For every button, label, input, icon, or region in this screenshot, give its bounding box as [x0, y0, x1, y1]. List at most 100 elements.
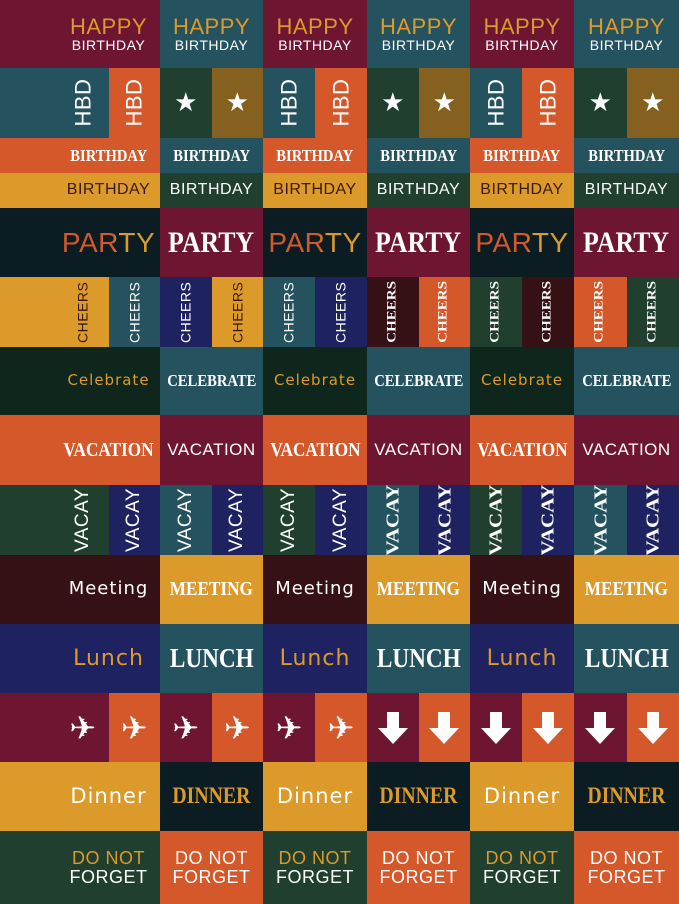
sticker[interactable]: MEETING [574, 555, 679, 624]
sticker[interactable] [367, 693, 470, 762]
sticker[interactable]: VACATION [470, 415, 574, 485]
sticker[interactable]: LUNCH [367, 624, 470, 693]
sticker-half[interactable]: VACAY [522, 485, 574, 555]
sticker[interactable]: HAPPY BIRTHDAY [0, 0, 160, 68]
sticker[interactable]: PARTY [574, 208, 679, 277]
sticker[interactable]: HBD HBD [263, 68, 367, 138]
sticker[interactable]: VACAY VACAY [263, 485, 367, 555]
sticker[interactable]: VACATION [367, 415, 470, 485]
sticker-half[interactable]: VACAY [315, 485, 367, 555]
sticker[interactable]: Meeting [263, 555, 367, 624]
sticker[interactable]: VACAY VACAY [574, 485, 679, 555]
sticker[interactable]: LUNCH [574, 624, 679, 693]
sticker-half[interactable] [418, 693, 470, 762]
sticker-half[interactable]: ★ [211, 68, 263, 138]
sticker[interactable]: VACATION [574, 415, 679, 485]
sticker[interactable]: BIRTHDAY [470, 173, 574, 208]
sticker[interactable]: HAPPY BIRTHDAY [470, 0, 574, 68]
sticker-half[interactable]: VACAY [0, 485, 109, 555]
sticker-half[interactable]: ✈ [211, 693, 263, 762]
sticker[interactable]: Dinner [0, 762, 160, 831]
sticker[interactable]: ✈ ✈ [160, 693, 263, 762]
sticker-half[interactable]: CHEERS [160, 277, 212, 347]
sticker-half[interactable]: CHEERS [315, 277, 367, 347]
sticker[interactable]: DINNER [160, 762, 263, 831]
sticker-half[interactable]: ★ [418, 68, 470, 138]
sticker-half[interactable]: VACAY [574, 485, 627, 555]
sticker-half[interactable]: CHEERS [263, 277, 315, 347]
sticker[interactable]: BIRTHDAY [0, 173, 160, 208]
sticker-half[interactable]: HBD [0, 68, 109, 138]
sticker-half[interactable]: ✈ [108, 693, 160, 762]
sticker[interactable]: Dinner [470, 762, 574, 831]
sticker-half[interactable]: ✈ [160, 693, 212, 762]
sticker[interactable] [470, 693, 574, 762]
sticker-half[interactable]: CHEERS [626, 277, 679, 347]
sticker-half[interactable]: HBD [263, 68, 315, 138]
sticker-half[interactable]: VACAY [108, 485, 160, 555]
sticker-half[interactable]: VACAY [626, 485, 679, 555]
sticker[interactable]: ✈ ✈ [0, 693, 160, 762]
sticker-half[interactable]: ✈ [315, 693, 367, 762]
sticker[interactable]: ★ ★ [574, 68, 679, 138]
sticker-half[interactable]: HBD [315, 68, 367, 138]
sticker[interactable]: VACATION [263, 415, 367, 485]
sticker[interactable]: HAPPY BIRTHDAY [263, 0, 367, 68]
sticker[interactable]: BIRTHDAY [574, 138, 679, 173]
sticker[interactable]: VACAY VACAY [367, 485, 470, 555]
sticker[interactable]: PARTY [470, 208, 574, 277]
sticker[interactable]: CHEERS CHEERS [470, 277, 574, 347]
sticker[interactable]: CHEERS CHEERS [160, 277, 263, 347]
sticker-half[interactable]: ★ [160, 68, 212, 138]
sticker[interactable]: HBD HBD [0, 68, 160, 138]
sticker[interactable]: Celebrate [470, 347, 574, 415]
sticker[interactable]: DO NOT FORGET [160, 831, 263, 904]
sticker[interactable]: BIRTHDAY [470, 138, 574, 173]
sticker[interactable]: HAPPY BIRTHDAY [574, 0, 679, 68]
sticker[interactable]: ✈ ✈ [263, 693, 367, 762]
sticker-half[interactable]: ★ [626, 68, 679, 138]
sticker-half[interactable] [574, 693, 627, 762]
sticker[interactable]: CHEERS CHEERS [0, 277, 160, 347]
sticker[interactable]: CHEERS CHEERS [367, 277, 470, 347]
sticker[interactable]: DO NOT FORGET [263, 831, 367, 904]
sticker-half[interactable] [626, 693, 679, 762]
sticker-half[interactable]: VACAY [263, 485, 315, 555]
sticker[interactable]: HAPPY BIRTHDAY [160, 0, 263, 68]
sticker[interactable]: ★ ★ [160, 68, 263, 138]
sticker[interactable]: CHEERS CHEERS [263, 277, 367, 347]
sticker-half[interactable]: ★ [574, 68, 627, 138]
sticker-half[interactable]: CHEERS [0, 277, 109, 347]
sticker[interactable]: Meeting [470, 555, 574, 624]
sticker[interactable]: BIRTHDAY [367, 173, 470, 208]
sticker[interactable]: ★ ★ [367, 68, 470, 138]
sticker-half[interactable]: ✈ [0, 693, 109, 762]
sticker-half[interactable]: CHEERS [470, 277, 522, 347]
sticker-half[interactable] [522, 693, 574, 762]
sticker[interactable]: BIRTHDAY [367, 138, 470, 173]
sticker[interactable]: DO NOT FORGET [470, 831, 574, 904]
sticker[interactable]: Lunch [470, 624, 574, 693]
sticker-half[interactable]: HBD [470, 68, 522, 138]
sticker[interactable]: Meeting [0, 555, 160, 624]
sticker[interactable]: PARTY [263, 208, 367, 277]
sticker[interactable]: MEETING [367, 555, 470, 624]
sticker[interactable]: Lunch [263, 624, 367, 693]
sticker[interactable]: DO NOT FORGET [574, 831, 679, 904]
sticker-half[interactable] [470, 693, 522, 762]
sticker[interactable]: LUNCH [160, 624, 263, 693]
sticker-half[interactable]: VACAY [470, 485, 522, 555]
sticker-half[interactable]: VACAY [367, 485, 419, 555]
sticker[interactable]: Celebrate [0, 347, 160, 415]
sticker[interactable]: VACATION [0, 415, 160, 485]
sticker-half[interactable]: CHEERS [522, 277, 574, 347]
sticker[interactable]: VACAY VACAY [160, 485, 263, 555]
sticker-half[interactable]: CHEERS [574, 277, 627, 347]
sticker-half[interactable]: CHEERS [367, 277, 419, 347]
sticker[interactable]: DO NOT FORGET [367, 831, 470, 904]
sticker-half[interactable]: CHEERS [108, 277, 160, 347]
sticker[interactable]: BIRTHDAY [160, 173, 263, 208]
sticker-half[interactable]: CHEERS [418, 277, 470, 347]
sticker[interactable]: CELEBRATE [574, 347, 679, 415]
sticker-half[interactable]: VACAY [211, 485, 263, 555]
